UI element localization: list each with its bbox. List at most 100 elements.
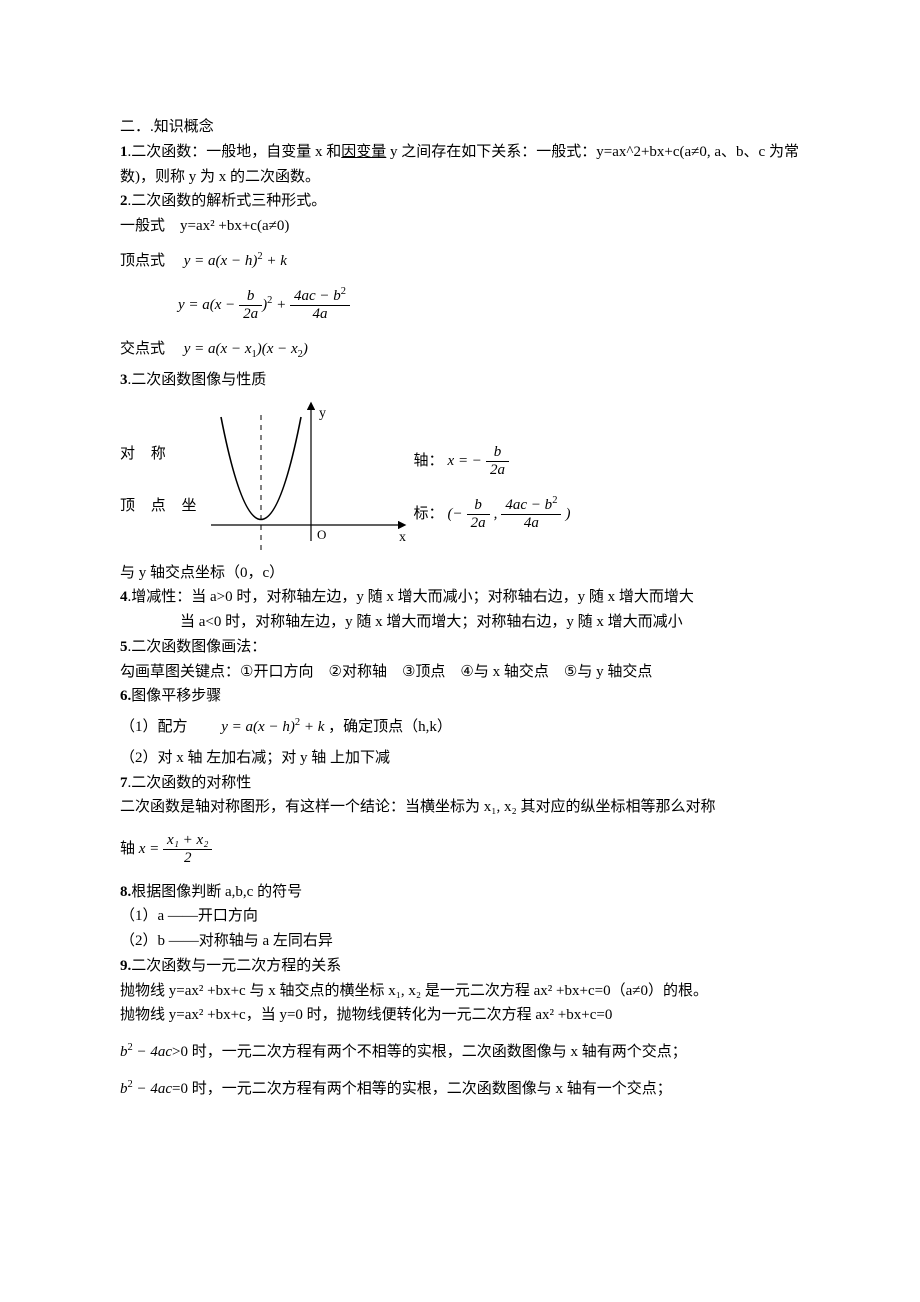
v1c: + k [263,253,287,269]
int-a: y = a(x − x [184,341,252,357]
sec7-num: 7 [120,775,128,791]
section-8-line2: （2）b ——对称轴与 a 左同右异 [120,929,800,954]
section-5-line2: 勾画草图关键点：①开口方向 ②对称轴 ③顶点 ④与 x 轴交点 ⑤与 y 轴交点 [120,660,800,685]
s5-t5: 与 y 轴交点 [577,664,652,680]
svg-text:x: x [399,530,406,545]
intercept-form: 交点式 y = a(x − x1)(x − x2) [120,337,800,362]
sec6-label: 图像平移步骤 [131,688,221,704]
v1b2: (x − h) [253,719,295,735]
vc-comma: , [494,502,498,527]
section-7-line2: 二次函数是轴对称图形，有这样一个结论：当横坐标为 x₁, x₂ 其对应的纵坐标相… [120,795,800,820]
label-vertex: 顶 点 坐 [120,494,203,519]
sec1-label: .二次函数：一般地，自变量 x 和 [128,144,342,160]
int-c: ) [303,341,308,357]
sec6-num: 6. [120,688,131,704]
section-4: 4.增减性：当 a>0 时，对称轴左边，y 随 x 增大而减小；对称轴右边，y … [120,585,800,610]
s5-t4: 与 x 轴交点 [474,664,564,680]
s5-t3: 顶点 [415,664,460,680]
sec9-label: 二次函数与一元二次方程的关系 [131,958,341,974]
sec3-label: .二次函数图像与性质 [128,372,267,388]
s5-pre: 勾画草图关键点： [120,664,240,680]
v1a2: y = a [221,719,253,735]
d1-m: − 4ac [133,1044,172,1060]
s7-pre: 轴 [120,841,139,857]
graph-left-labels: 对 称 顶 点 坐 [120,397,203,520]
sec4-num: 4 [120,589,128,605]
v1b: (x − h) [216,253,258,269]
section-9: 9.二次函数与一元二次方程的关系 [120,954,800,979]
sec3-num: 3 [120,372,128,388]
vc-close: ) [565,502,570,527]
section-2: 2.二次函数的解析式三种形式。 [120,189,800,214]
vertex-form-2: y = a(x − b2a)2 + 4ac − b24a [120,288,800,324]
int-b: )(x − x [257,341,298,357]
v2b: (x − [210,297,239,313]
axis-eq: x = − [448,449,482,474]
circ-5: ⑤ [564,664,577,680]
section-5: 5.二次函数图像画法： [120,635,800,660]
frac-b-2a-2: b2a [486,444,509,480]
graph-section: 对 称 顶 点 坐 y x O 轴： x = −b2a 标： (−b2a, 4ac … [120,397,800,557]
vertex-prefix: 顶点式 [120,253,180,269]
section-1: 1.二次函数：一般地，自变量 x 和因变量 y 之间存在如下关系：一般式：y=a… [120,140,800,190]
d1-post: >0 时，一元二次方程有两个不相等的实根，二次函数图像与 x 轴有两个交点； [172,1044,687,1060]
v1c2: + k [300,719,324,735]
y-intercept: 与 y 轴交点坐标（0，c） [120,561,800,586]
general-prefix: 一般式 [120,218,180,234]
svg-text:O: O [317,527,326,542]
s5-t1: 开口方向 [253,664,328,680]
vertex-label: 标： [414,502,444,527]
discriminant-1: b2 − 4ac>0 时，一元二次方程有两个不相等的实根，二次函数图像与 x 轴… [120,1040,800,1065]
parabola-graph: y x O [203,397,408,557]
sec2-num: 2 [120,193,128,209]
frac-x1x2: x₁ + x₂2 [163,832,212,868]
section-9-line2: 抛物线 y=ax² +bx+c，当 y=0 时，抛物线便转化为一元二次方程 ax… [120,1003,800,1028]
s5-t2: 对称轴 [342,664,402,680]
d2-post: =0 时，一元二次方程有两个相等的实根，二次函数图像与 x 轴有一个交点； [172,1081,672,1097]
sec7-label: .二次函数的对称性 [128,775,252,791]
sec5-num: 5 [120,639,128,655]
section-7-axis: 轴 x = x₁ + x₂2 [120,832,800,868]
discriminant-2: b2 − 4ac=0 时，一元二次方程有两个相等的实根，二次函数图像与 x 轴有… [120,1077,800,1102]
section-3: 3.二次函数图像与性质 [120,368,800,393]
section-8-line1: （1）a ——开口方向 [120,904,800,929]
section-6-line1: （1）配方 y = a(x − h)2 + k ，确定顶点（h,k） [120,715,800,740]
section-9-line1: 抛物线 y=ax² +bx+c 与 x 轴交点的横坐标 x₁, x₂ 是一元二次… [120,979,800,1004]
general-eq: y=ax² +bx+c(a≠0) [180,218,289,234]
frac-4acb2-1: 4ac − b24a [290,288,350,324]
v2a: y = a [178,297,210,313]
sec5-label: .二次函数图像画法： [128,639,267,655]
section-7: 7.二次函数的对称性 [120,771,800,796]
sec8-num: 8. [120,884,131,900]
intercept-prefix: 交点式 [120,341,180,357]
general-form: 一般式 y=ax² +bx+c(a≠0) [120,214,800,239]
sec4-label: .增减性：当 a>0 时，对称轴左边，y 随 x 增大而减小；对称轴右边，y 随… [128,589,694,605]
section-6: 6.图像平移步骤 [120,684,800,709]
sec8-label: 根据图像判断 a,b,c 的符号 [131,884,302,900]
document-page: 二．.知识概念 1.二次函数：一般地，自变量 x 和因变量 y 之间存在如下关系… [0,0,920,1302]
axis-of-sym-eq: 轴： x = −b2a [414,444,571,480]
d2-m: − 4ac [133,1081,172,1097]
circ-1: ① [240,664,253,680]
v1a: y = a [184,253,216,269]
sec2-label: .二次函数的解析式三种形式。 [128,193,327,209]
sec9-num: 9. [120,958,131,974]
frac-b-2a-1: b2a [239,288,262,324]
sym-x: x = [139,841,163,857]
graph-right-eqs: 轴： x = −b2a 标： (−b2a, 4ac − b24a) [408,397,571,533]
sec1-num: 1 [120,144,128,160]
vertex-form-1: 顶点式 y = a(x − h)2 + k [120,249,800,274]
axis-label: 轴： [414,449,444,474]
frac-4acb2-2: 4ac − b24a [501,497,561,533]
d2-b: b [120,1081,128,1097]
circ-2: ② [328,664,341,680]
header-title: 二．.知识概念 [120,115,800,140]
v2d: + [272,297,290,313]
circ-3: ③ [402,664,415,680]
svg-text:y: y [319,406,326,421]
label-symmetry: 对 称 [120,442,203,467]
circ-4: ④ [460,664,473,680]
sec1-underline: 因变量 [341,144,386,160]
parabola-svg: y x O [203,397,408,557]
s6-pre: （1）配方 [120,719,218,735]
